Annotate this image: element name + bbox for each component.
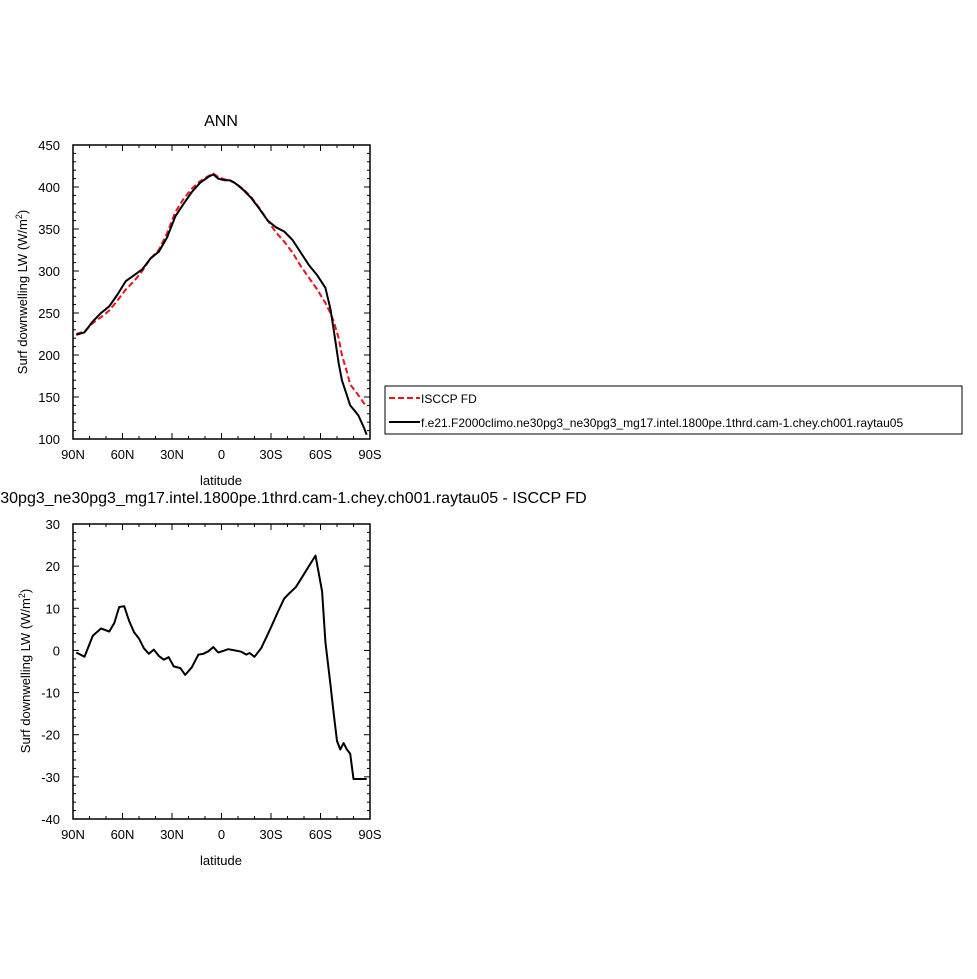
top-y-tick-label: 100 [38,432,60,447]
top-y-label-main: Surf downwelling LW (W/m [15,219,30,374]
bottom-y-label-superscript: 2 [17,593,27,598]
bottom-x-tick-label: 60S [309,827,332,842]
legend-box [384,385,963,435]
top-y-label-superscript: 2 [14,214,24,219]
bottom-chart-title: f.e21.F2000climo.ne30pg3_ne30pg3_mg17.in… [0,490,587,507]
top-y-tick-label: 150 [38,390,60,405]
top-y-tick-label: 300 [38,264,60,279]
bottom-series-line-0 [75,554,367,780]
bottom-y-tick-label: -40 [41,812,60,827]
bottom-x-tick-label: 30S [259,827,282,842]
top-x-tick-label: 60S [309,447,332,462]
top-y-tick-label: 250 [38,306,60,321]
bottom-y-tick-label: 20 [46,559,60,574]
bottom-y-tick-label: 30 [46,517,60,532]
bottom-y-label-tail: ) [18,589,33,593]
bottom-x-tick-label: 0 [218,827,225,842]
top-x-tick-label: 30N [160,447,184,462]
bottom-x-tick-label: 30N [160,827,184,842]
bottom-y-tick-label: -20 [41,728,60,743]
top-x-tick-label: 60N [111,447,135,462]
top-x-tick-label: 90S [358,447,381,462]
top-y-tick-label: 450 [38,138,60,153]
bottom-y-tick-label: -10 [41,686,60,701]
top-x-tick-label: 90N [61,447,85,462]
bottom-x-tick-label: 90N [61,827,85,842]
top-y-label-tail: ) [15,210,30,214]
bottom-y-tick-label: 10 [46,601,60,616]
bottom-axis-ticks: 90N 60N 30N 0 30S 60S 90S -40 -30 -20 -10 0 10 20 30 [41,517,382,842]
bottom-panel: f.e21.F2000climo.ne30pg3_ne30pg3_mg17.in… [0,490,587,868]
top-x-tick-label: 30S [259,447,282,462]
top-chart-title: ANN [204,113,238,130]
legend-label-isccp: ISCCP FD [421,392,477,406]
bottom-plot-frame [72,523,371,820]
bottom-x-tick-label: 90S [358,827,381,842]
top-panel: ANN 90N 60N 30N 0 30S 60S 90S 100 150 200 250 300 35… [14,113,382,488]
top-y-axis-label: Surf downwelling LW (W/m2) [14,210,30,374]
top-series-line-1 [76,173,368,436]
bottom-y-tick-label: -30 [41,770,60,785]
bottom-x-tick-label: 60N [111,827,135,842]
bottom-y-axis-label: Surf downwelling LW (W/m2) [17,589,33,753]
top-y-tick-label: 200 [38,348,60,363]
bottom-series-lines [75,554,367,780]
top-x-axis-label: latitude [200,473,242,488]
top-x-tick-label: 0 [218,447,225,462]
legend: ISCCP FD f.e21.F2000climo.ne30pg3_ne30pg… [384,385,963,435]
bottom-y-label-main: Surf downwelling LW (W/m [18,598,33,753]
top-y-tick-label: 400 [38,180,60,195]
top-axis-ticks: 90N 60N 30N 0 30S 60S 90S 100 150 200 250 300 350 400… [38,138,382,462]
bottom-y-tick-label: 0 [53,643,60,658]
legend-label-model: f.e21.F2000climo.ne30pg3_ne30pg3_mg17.in… [421,416,903,430]
bottom-x-axis-label: latitude [200,853,242,868]
top-series-lines [76,172,368,436]
top-y-tick-label: 350 [38,222,60,237]
